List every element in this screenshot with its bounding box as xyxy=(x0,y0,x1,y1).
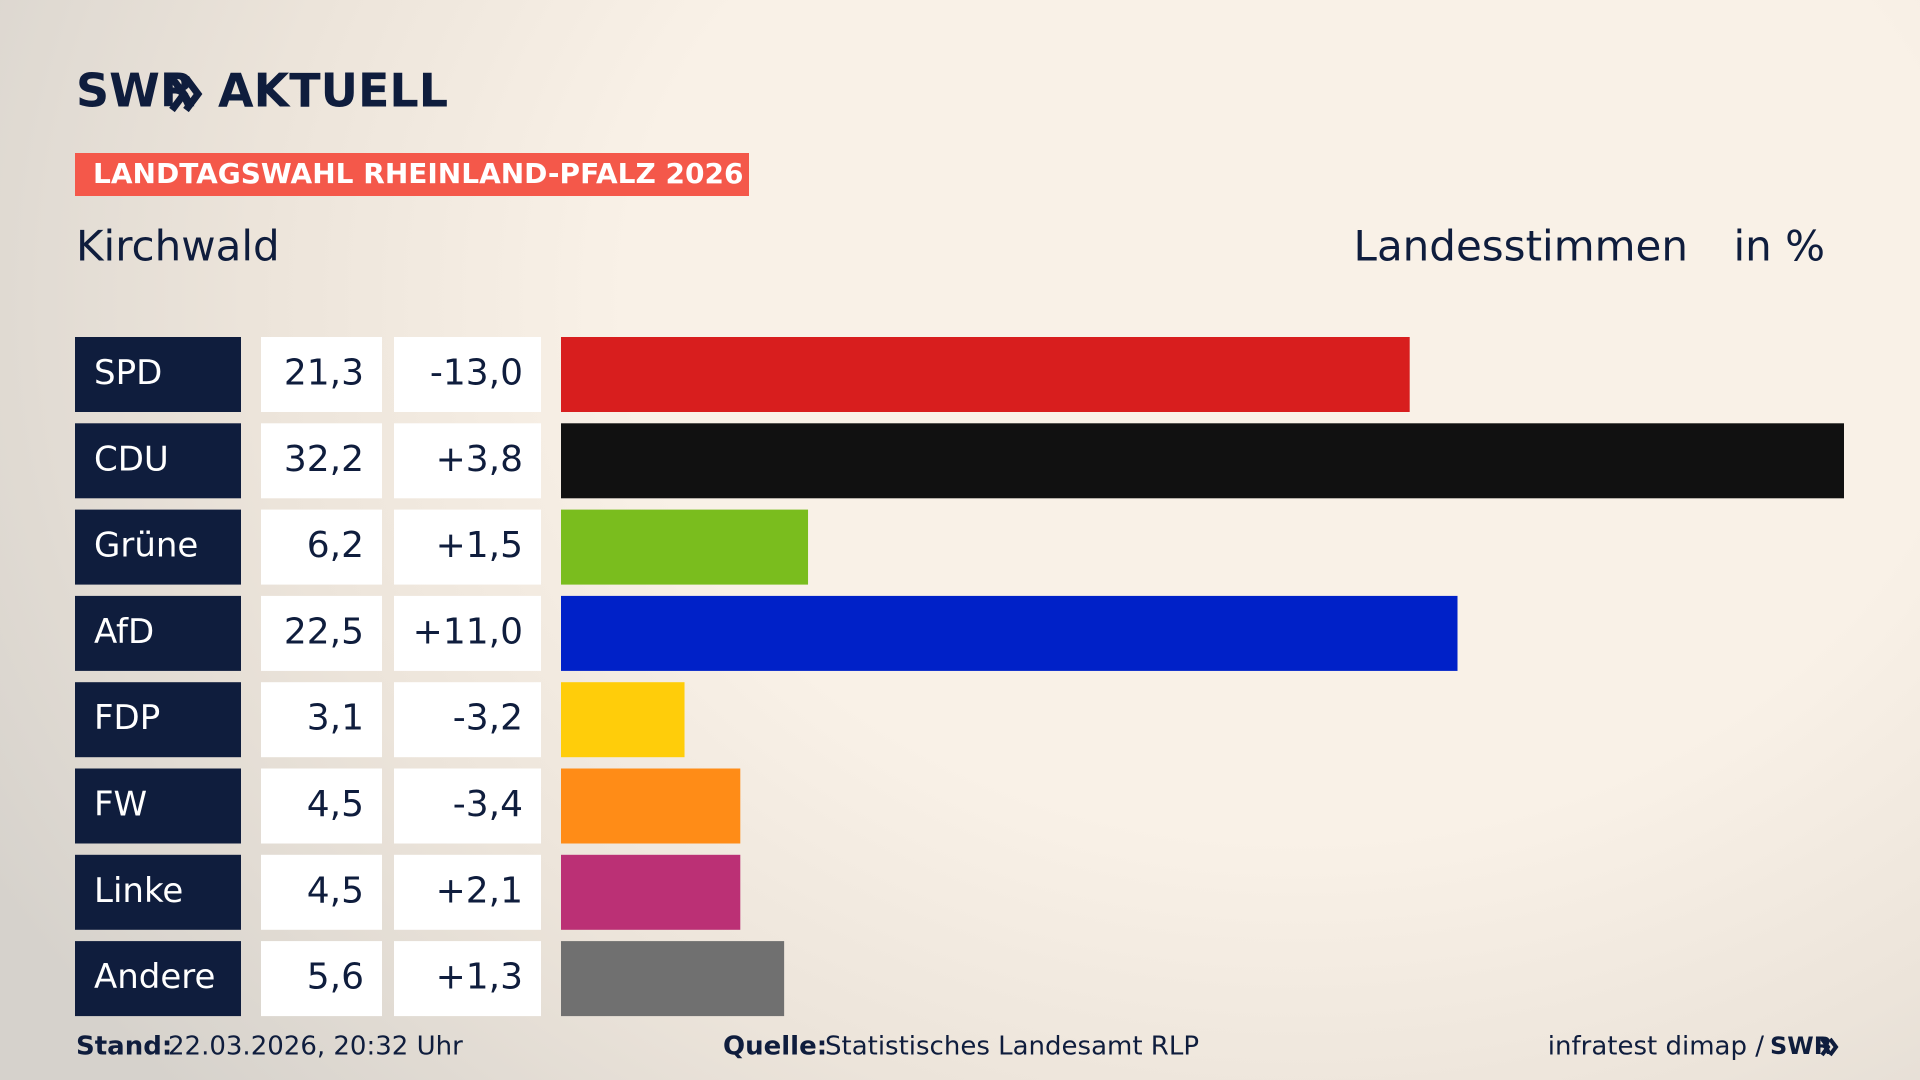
value-label: 32,2 xyxy=(284,439,364,480)
stand: 22.03.2026, 20:32 Uhr xyxy=(168,1032,463,1062)
change-cell xyxy=(394,423,541,499)
source: Statistisches Landesamt RLP xyxy=(825,1032,1199,1062)
value-cell xyxy=(261,682,382,758)
party-cell xyxy=(75,768,241,844)
stand-label: Stand: xyxy=(76,1032,172,1062)
party-cell xyxy=(75,337,241,412)
bar xyxy=(561,423,1844,499)
party-label: CDU xyxy=(94,439,169,479)
brand-chevrons xyxy=(169,75,203,113)
chart-subtitle: Landesstimmen xyxy=(1354,222,1688,271)
change-cell xyxy=(394,337,541,412)
value-cell xyxy=(261,854,382,930)
bar xyxy=(561,941,785,1017)
party-cell xyxy=(75,509,241,585)
value-cell xyxy=(261,337,382,412)
value-label: 21,3 xyxy=(284,353,364,394)
value-label: 4,5 xyxy=(307,784,364,825)
bar xyxy=(561,509,809,585)
change-label: +3,8 xyxy=(436,439,523,480)
change-cell xyxy=(394,509,541,585)
party-label: Linke xyxy=(94,871,183,911)
credit-chevrons xyxy=(1820,1037,1839,1057)
bar xyxy=(561,768,741,844)
value-label: 22,5 xyxy=(284,611,364,652)
change-cell xyxy=(394,768,541,844)
change-cell xyxy=(394,595,541,671)
party-label: Andere xyxy=(94,957,215,997)
value-cell xyxy=(261,768,382,844)
value-label: 6,2 xyxy=(307,525,364,566)
value-cell xyxy=(261,595,382,671)
value-label: 5,6 xyxy=(307,957,364,998)
party-cell xyxy=(75,854,241,930)
bar xyxy=(561,682,685,758)
change-label: +11,0 xyxy=(413,611,523,652)
value-label: 4,5 xyxy=(307,870,364,911)
party-cell xyxy=(75,682,241,758)
party-label: FDP xyxy=(94,698,160,738)
unit: in % xyxy=(1733,222,1825,271)
change-label: +1,3 xyxy=(436,957,523,998)
value-cell xyxy=(261,941,382,1017)
credit-brand: SWR xyxy=(1770,1032,1832,1060)
brand-product: AKTUELL xyxy=(218,64,448,118)
change-cell xyxy=(394,941,541,1017)
party-label: Grüne xyxy=(94,526,198,566)
tag: LANDTAGSWAHL RHEINLAND-PFALZ 2026 xyxy=(93,157,743,190)
bar xyxy=(561,337,1410,412)
value-cell xyxy=(261,509,382,585)
change-cell xyxy=(394,854,541,930)
party-cell xyxy=(75,423,241,499)
change-label: -13,0 xyxy=(430,353,523,394)
party-label: AfD xyxy=(94,612,154,652)
party-label: SPD xyxy=(94,353,162,393)
rows: SPD 21,3 -13,0 CDU 32,2 +3,8 Grüne 6,2 +1,5 AfD 22… xyxy=(75,337,1844,1017)
credit: infratest dimap / xyxy=(1548,1032,1764,1062)
change-cell xyxy=(394,682,541,758)
change-label: -3,2 xyxy=(453,698,523,739)
change-label: +1,5 xyxy=(436,525,523,566)
change-label: -3,4 xyxy=(453,784,523,825)
source-label: Quelle: xyxy=(723,1032,827,1062)
tag-box xyxy=(75,153,749,196)
bar xyxy=(561,595,1458,671)
value-cell xyxy=(261,423,382,499)
chart-title: Kirchwald xyxy=(76,222,280,271)
change-label: +2,1 xyxy=(436,870,523,911)
party-cell xyxy=(75,941,241,1017)
value-label: 3,1 xyxy=(307,698,364,739)
party-cell xyxy=(75,595,241,671)
party-label: FW xyxy=(94,785,147,825)
bar xyxy=(561,854,741,930)
